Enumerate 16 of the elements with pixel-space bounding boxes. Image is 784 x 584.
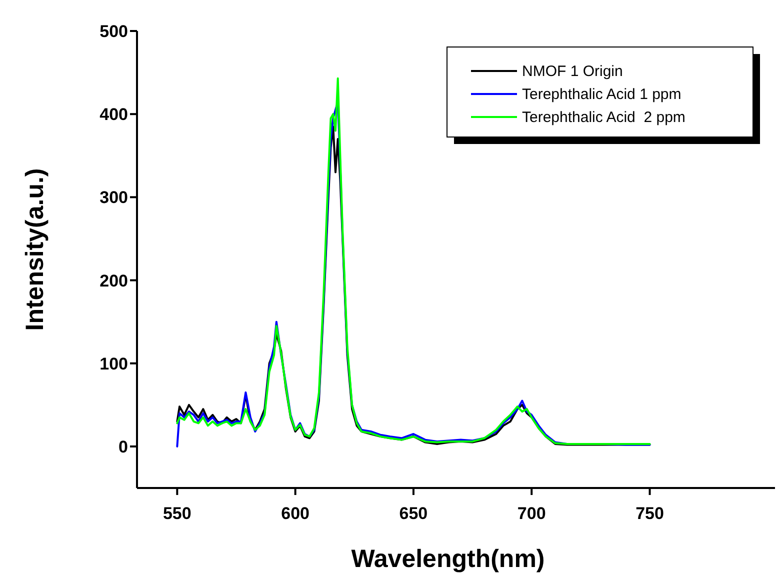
legend-label: NMOF 1 Origin (522, 63, 623, 80)
y-tick-label: 300 (100, 188, 128, 208)
x-tick-label: 700 (517, 504, 546, 523)
y-tick-label: 200 (100, 271, 128, 290)
y-tick-label: 0 (118, 437, 128, 456)
legend-label: Terephthalic Acid 1 ppm (522, 86, 682, 103)
y-tick-label: 100 (100, 354, 128, 374)
x-tick-label: 550 (162, 504, 192, 523)
x-tick-label: 600 (281, 504, 310, 523)
x-tick-label: 750 (636, 504, 664, 523)
y-tick-label: 400 (100, 105, 128, 124)
legend-label: Terephthalic Acid 2 ppm (522, 109, 686, 126)
y-tick-label: 500 (100, 22, 128, 41)
y-axis-title: Intensity(a.u.) (21, 168, 49, 331)
x-axis-title: Wavelength(nm) (351, 545, 545, 573)
x-tick-label: 650 (399, 504, 428, 523)
